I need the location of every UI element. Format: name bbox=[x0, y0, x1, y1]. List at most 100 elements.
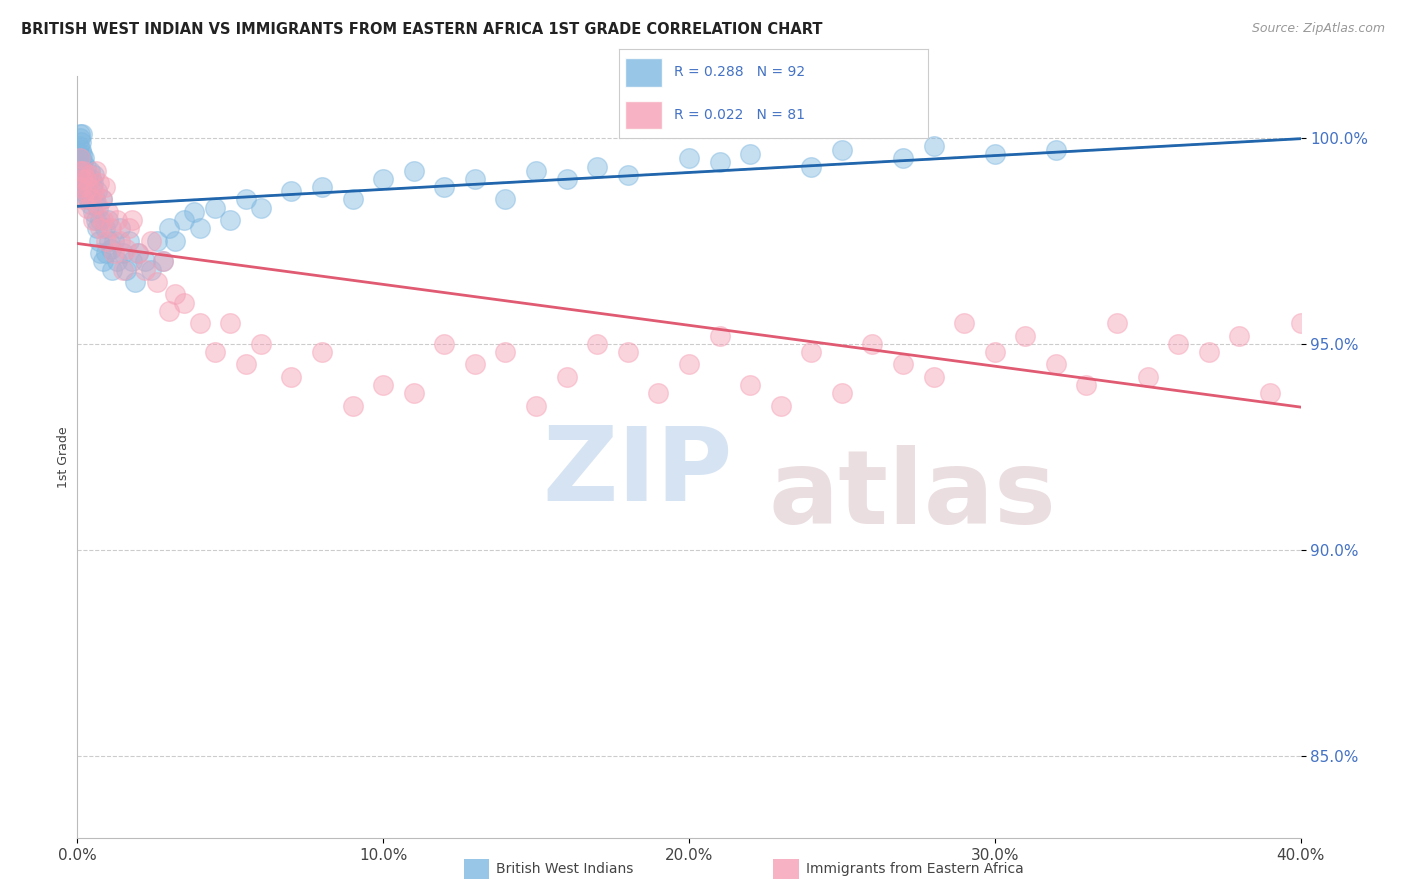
Point bbox=[70, 180, 93, 194]
Point bbox=[862, 336, 884, 351]
Point bbox=[84, 193, 107, 207]
Point bbox=[69, 130, 91, 145]
Point bbox=[87, 176, 110, 190]
Point bbox=[97, 213, 120, 227]
Point bbox=[342, 399, 364, 413]
Point bbox=[115, 262, 138, 277]
Point bbox=[70, 135, 93, 149]
Point bbox=[97, 205, 120, 219]
Point bbox=[311, 345, 333, 359]
Point bbox=[83, 184, 105, 198]
Point bbox=[433, 336, 456, 351]
Point bbox=[586, 336, 609, 351]
Text: British West Indians: British West Indians bbox=[496, 862, 634, 876]
Point bbox=[173, 213, 195, 227]
Point bbox=[984, 345, 1007, 359]
Point bbox=[204, 345, 226, 359]
Y-axis label: 1st Grade: 1st Grade bbox=[58, 426, 70, 488]
Point bbox=[105, 213, 128, 227]
Point bbox=[800, 345, 823, 359]
Point bbox=[103, 234, 125, 248]
Point bbox=[647, 386, 669, 401]
Point bbox=[69, 151, 91, 165]
Point bbox=[464, 358, 486, 372]
Point bbox=[709, 328, 731, 343]
Point bbox=[82, 176, 104, 190]
Point bbox=[402, 163, 425, 178]
Point bbox=[79, 163, 101, 178]
Point bbox=[371, 172, 394, 186]
Point bbox=[495, 193, 517, 207]
Point bbox=[617, 345, 640, 359]
Point bbox=[75, 160, 97, 174]
Point bbox=[831, 143, 853, 157]
Text: Source: ZipAtlas.com: Source: ZipAtlas.com bbox=[1251, 22, 1385, 36]
Point bbox=[108, 234, 131, 248]
Point bbox=[984, 147, 1007, 161]
Point bbox=[70, 180, 93, 194]
Point bbox=[1076, 378, 1098, 392]
Point bbox=[709, 155, 731, 169]
Point bbox=[1289, 316, 1312, 330]
Point bbox=[70, 155, 93, 169]
Point bbox=[922, 369, 945, 384]
Point bbox=[70, 172, 93, 186]
Point bbox=[157, 221, 180, 235]
Point bbox=[740, 378, 762, 392]
Point bbox=[586, 160, 609, 174]
Point bbox=[91, 213, 114, 227]
Point bbox=[69, 151, 91, 165]
Point bbox=[922, 139, 945, 153]
Point bbox=[342, 193, 364, 207]
Point bbox=[77, 184, 100, 198]
Point bbox=[96, 246, 118, 260]
Point bbox=[124, 275, 146, 289]
Point bbox=[204, 201, 226, 215]
Point bbox=[617, 168, 640, 182]
Text: atlas: atlas bbox=[769, 445, 1056, 546]
Point bbox=[173, 295, 195, 310]
Point bbox=[89, 246, 111, 260]
Point bbox=[1258, 386, 1281, 401]
Point bbox=[87, 234, 110, 248]
Point bbox=[678, 151, 700, 165]
Point bbox=[76, 172, 98, 186]
Point bbox=[165, 234, 187, 248]
Point bbox=[86, 221, 108, 235]
Point bbox=[769, 399, 792, 413]
Point bbox=[1381, 399, 1403, 413]
Point bbox=[1350, 336, 1372, 351]
Text: R = 0.022   N = 81: R = 0.022 N = 81 bbox=[675, 108, 806, 122]
Text: R = 0.288   N = 92: R = 0.288 N = 92 bbox=[675, 65, 806, 79]
Point bbox=[678, 358, 700, 372]
Point bbox=[495, 345, 517, 359]
Point bbox=[75, 188, 97, 202]
Point bbox=[69, 163, 91, 178]
Point bbox=[121, 213, 143, 227]
Point bbox=[94, 180, 117, 194]
Point bbox=[1167, 336, 1189, 351]
Point bbox=[84, 213, 107, 227]
Point bbox=[89, 221, 111, 235]
Point bbox=[371, 378, 394, 392]
Point bbox=[87, 201, 110, 215]
Text: Immigrants from Eastern Africa: Immigrants from Eastern Africa bbox=[806, 862, 1024, 876]
Point bbox=[280, 369, 302, 384]
Point bbox=[72, 193, 94, 207]
Point bbox=[219, 213, 242, 227]
Point bbox=[103, 246, 125, 260]
Point bbox=[76, 201, 98, 215]
Point bbox=[1045, 358, 1067, 372]
Point bbox=[139, 262, 162, 277]
Point bbox=[831, 386, 853, 401]
Point bbox=[555, 369, 578, 384]
Point bbox=[100, 221, 122, 235]
Point bbox=[1320, 369, 1343, 384]
Point bbox=[72, 172, 94, 186]
Point bbox=[953, 316, 976, 330]
Point bbox=[77, 193, 100, 207]
Point bbox=[219, 316, 242, 330]
Point bbox=[69, 163, 91, 178]
Point bbox=[235, 358, 257, 372]
Point bbox=[101, 262, 124, 277]
